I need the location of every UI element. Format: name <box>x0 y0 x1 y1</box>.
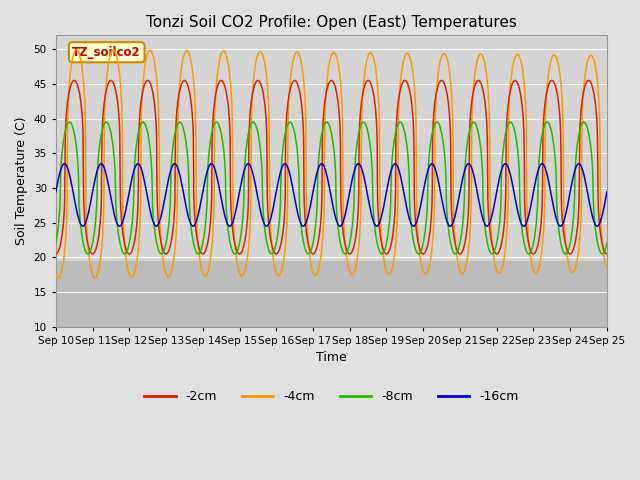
Title: Tonzi Soil CO2 Profile: Open (East) Temperatures: Tonzi Soil CO2 Profile: Open (East) Temp… <box>146 15 517 30</box>
X-axis label: Time: Time <box>316 351 347 364</box>
Text: TZ_soilco2: TZ_soilco2 <box>72 46 141 59</box>
Bar <box>56 261 607 327</box>
Y-axis label: Soil Temperature (C): Soil Temperature (C) <box>15 117 28 245</box>
Legend: -2cm, -4cm, -8cm, -16cm: -2cm, -4cm, -8cm, -16cm <box>140 385 524 408</box>
